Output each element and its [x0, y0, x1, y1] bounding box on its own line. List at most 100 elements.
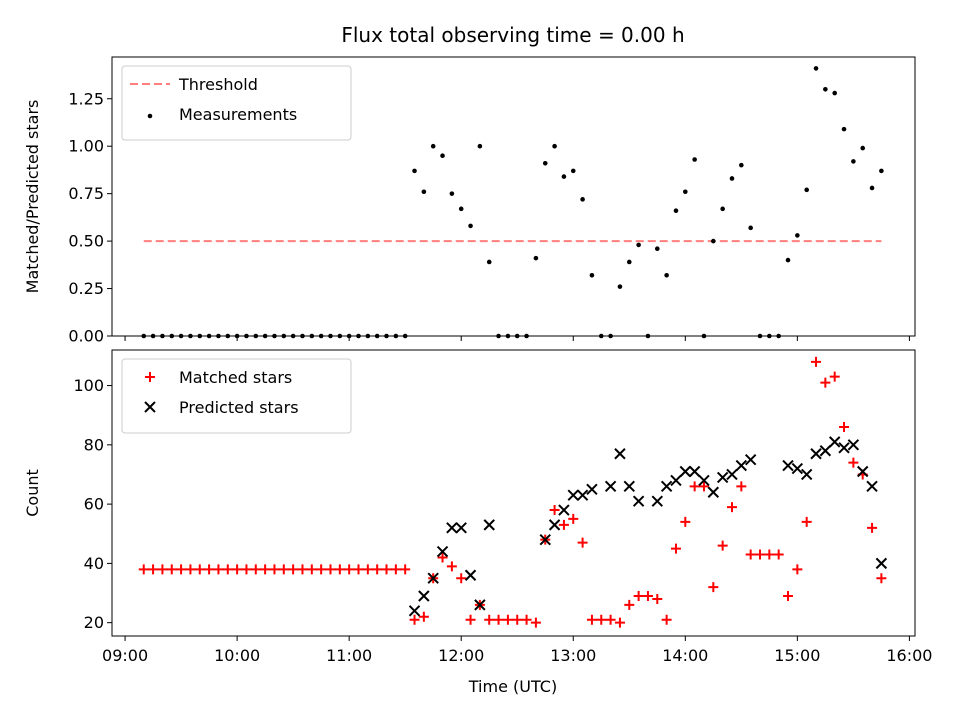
data-point — [580, 197, 585, 202]
legend: Matched stars Predicted stars — [121, 358, 352, 434]
data-point — [660, 480, 673, 493]
data-point — [792, 564, 803, 575]
data-point — [832, 90, 837, 96]
data-point — [185, 564, 196, 575]
data-point — [869, 185, 875, 191]
data-point — [739, 162, 744, 168]
data-point — [306, 564, 317, 575]
data-point — [148, 564, 159, 575]
data-point — [654, 246, 660, 251]
data-point — [477, 143, 483, 149]
data-point — [362, 564, 373, 575]
legend-box — [121, 358, 352, 434]
series-predicted-stars — [408, 436, 888, 617]
data-point — [617, 284, 623, 289]
data-point — [530, 617, 541, 628]
data-point — [813, 66, 819, 71]
y-tick-label: 60 — [84, 495, 104, 514]
data-point — [876, 573, 887, 584]
data-point — [353, 564, 364, 575]
y-tick-label: 0.75 — [68, 184, 104, 203]
data-point — [586, 614, 597, 625]
data-point — [400, 564, 411, 575]
data-point — [847, 439, 860, 451]
data-point — [717, 540, 728, 551]
data-point — [421, 189, 427, 195]
data-point — [692, 157, 697, 162]
data-point — [502, 614, 513, 625]
data-point — [586, 483, 598, 496]
y-axis-label: Matched/Predicted stars — [23, 100, 42, 294]
data-point — [483, 519, 495, 531]
data-point — [605, 614, 616, 625]
data-point — [344, 564, 355, 575]
data-point — [456, 573, 467, 584]
data-point — [390, 564, 401, 575]
data-point — [576, 489, 589, 501]
data-point — [670, 474, 682, 487]
data-point — [720, 206, 725, 212]
data-point — [801, 516, 812, 527]
data-point — [633, 590, 644, 601]
data-point — [875, 557, 888, 570]
data-point — [698, 481, 709, 492]
data-point — [455, 522, 467, 534]
x-tick-label: 12:00 — [438, 646, 484, 665]
data-point — [440, 153, 445, 158]
data-point — [409, 614, 420, 625]
legend-label: Threshold — [178, 75, 258, 94]
data-point — [688, 465, 701, 478]
data-point — [232, 564, 243, 575]
bottom-panel: 20 40 60 80 100 09:00 10:00 11:00 12:00 13:00 14:0… — [23, 349, 932, 665]
data-point — [288, 564, 299, 575]
data-point — [614, 448, 626, 460]
data-point — [626, 259, 632, 265]
data-point — [636, 242, 641, 248]
data-point — [418, 611, 429, 622]
data-point — [548, 519, 561, 531]
data-point — [735, 459, 748, 472]
data-point — [860, 145, 866, 151]
data-point — [745, 549, 756, 560]
data-point — [157, 564, 168, 575]
data-point — [468, 223, 473, 229]
y-tick-label: 0.50 — [68, 232, 104, 251]
data-point — [764, 549, 775, 560]
data-point — [782, 459, 794, 472]
data-point — [866, 480, 878, 493]
data-point — [446, 561, 457, 572]
data-point — [673, 208, 679, 214]
data-point — [651, 495, 664, 507]
legend-marker — [145, 372, 155, 382]
data-point — [269, 564, 280, 575]
data-point — [250, 564, 261, 575]
legend-label: Matched stars — [179, 368, 292, 387]
data-point — [800, 468, 813, 481]
data-point — [820, 377, 831, 388]
data-point — [708, 582, 719, 593]
data-point — [819, 445, 832, 457]
data-point — [785, 257, 791, 263]
data-point — [604, 480, 617, 493]
data-point — [458, 206, 464, 212]
data-point — [412, 168, 417, 174]
data-point — [486, 259, 492, 265]
plot-frame — [111, 56, 916, 337]
data-point — [707, 486, 720, 498]
data-point — [325, 564, 336, 575]
data-point — [795, 233, 800, 238]
data-point — [549, 505, 560, 516]
data-point — [823, 86, 828, 92]
legend-label: Predicted stars — [179, 398, 299, 417]
legend: Threshold Measurements — [121, 65, 352, 141]
data-point — [372, 564, 383, 575]
data-point — [679, 465, 692, 478]
legend-marker — [144, 401, 156, 413]
data-point — [484, 614, 495, 625]
data-point — [623, 480, 635, 493]
data-point — [867, 522, 878, 533]
data-point — [698, 474, 710, 487]
series-measurements — [141, 66, 884, 339]
data-point — [176, 564, 187, 575]
data-point — [838, 442, 850, 454]
